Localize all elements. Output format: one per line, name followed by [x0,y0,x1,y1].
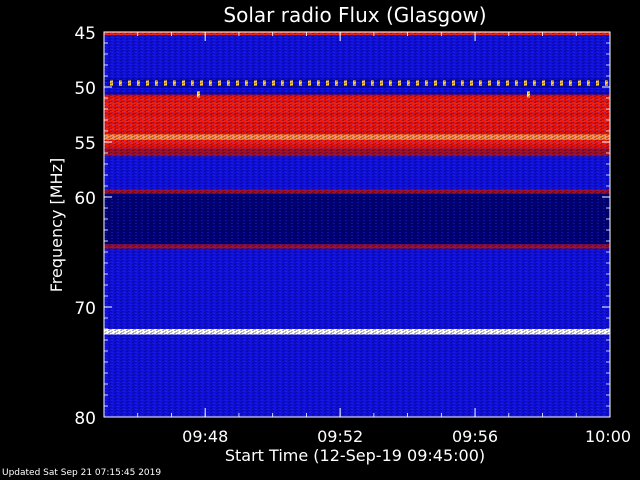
x-tick-label: 09:56 [452,427,498,446]
y-tick-label: 80 [74,409,96,429]
y-axis: 45 50 55 60 70 80 [74,24,610,429]
chart-title: Solar radio Flux (Glasgow) [223,3,486,27]
x-axis: 09:48 09:52 09:56 10:00 [103,32,631,446]
x-tick-label: 10:00 [585,427,631,446]
y-axis-label: Frequency [MHz] [47,158,66,292]
plot-area [103,31,611,418]
y-tick-label: 55 [74,134,96,154]
plot-frame [103,31,611,418]
y-tick-label: 50 [74,79,96,99]
y-tick-label: 60 [74,189,96,209]
noise-overlay [104,32,610,417]
y-tick-label: 70 [74,299,96,319]
update-timestamp: Updated Sat Sep 21 07:15:45 2019 [2,468,162,478]
x-tick-label: 09:52 [317,427,363,446]
x-tick-label: 09:48 [182,427,228,446]
y-tick-label: 45 [74,24,96,44]
x-axis-label: Start Time (12-Sep-19 09:45:00) [225,446,485,465]
